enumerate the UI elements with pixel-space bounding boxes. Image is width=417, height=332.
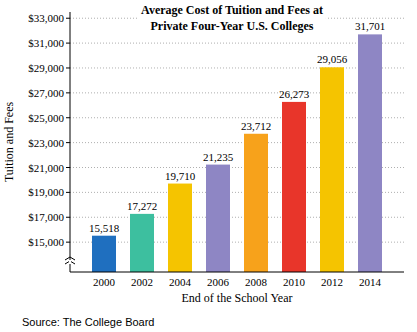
y-tick-label: $27,000 [28,87,64,99]
bar [92,236,116,272]
grid [66,18,404,242]
tick-mark [66,18,70,19]
axis-break [65,257,75,264]
x-tick-label: 2014 [359,276,382,288]
y-tick-label: $33,000 [28,12,64,24]
grid-line [70,67,404,68]
tick-mark [66,92,70,93]
data-label: 23,712 [241,120,271,132]
bar [282,102,306,272]
tick-mark [66,117,70,118]
x-tick-label: 2004 [169,276,192,288]
grid-line [70,167,404,168]
data-label: 15,518 [89,222,120,234]
x-axis-label: End of the School Year [182,291,293,305]
y-tick-label: $21,000 [28,162,64,174]
y-axis [70,12,71,272]
grid-line [70,192,404,193]
tick-mark [66,192,70,193]
data-label: 31,701 [355,20,385,32]
x-tick-label: 2000 [93,276,116,288]
x-axis [70,272,404,273]
bar [320,67,344,272]
y-tick-label: $29,000 [28,62,64,74]
chart: $15,000 $17,000 $19,000 $21,000 $23,000 $25,0… [0,0,417,332]
bars [92,34,382,272]
x-tick-label: 2012 [321,276,343,288]
y-tick-label: $17,000 [28,211,64,223]
title: Private Four-Year U.S. Colleges [151,19,314,33]
bar [244,134,268,272]
tick-mark [66,43,70,44]
data-label: 26,273 [279,88,310,100]
bar [206,165,230,272]
data-label: 29,056 [317,53,348,65]
grid-line [70,43,404,44]
data-label: 21,235 [203,151,234,163]
title-background [138,2,326,34]
title-group: Average Cost of Tuition and Fees at Priva… [138,2,326,34]
grid-line [70,142,404,143]
x-tick-label: 2002 [131,276,153,288]
axis-break-gap [69,260,71,264]
source: Source: The College Board [22,316,155,328]
grid-line [70,242,404,243]
tick-mark [66,142,70,143]
x-tick-label: 2008 [245,276,268,288]
y-axis-label: Tuition and Fees [2,102,16,183]
y-tick-label: $31,000 [28,37,64,49]
bar [358,34,382,272]
data-label: 19,710 [165,170,196,182]
tick-mark [66,242,70,243]
tick-mark [66,217,70,218]
bar [130,214,154,272]
x-tick-label: 2010 [283,276,306,288]
title: Average Cost of Tuition and Fees at [141,3,323,17]
y-tick-label: $19,000 [28,186,64,198]
y-tick-label: $15,000 [28,236,64,248]
data-label: 17,272 [127,200,157,212]
tick-mark [66,67,70,68]
grid-line [70,117,404,118]
y-tick-label: $25,000 [28,112,64,124]
bar [168,184,192,272]
grid-line [70,217,404,218]
tick-mark [66,167,70,168]
x-tick-label: 2006 [207,276,230,288]
y-tick-label: $23,000 [28,137,64,149]
grid-line [70,92,404,93]
